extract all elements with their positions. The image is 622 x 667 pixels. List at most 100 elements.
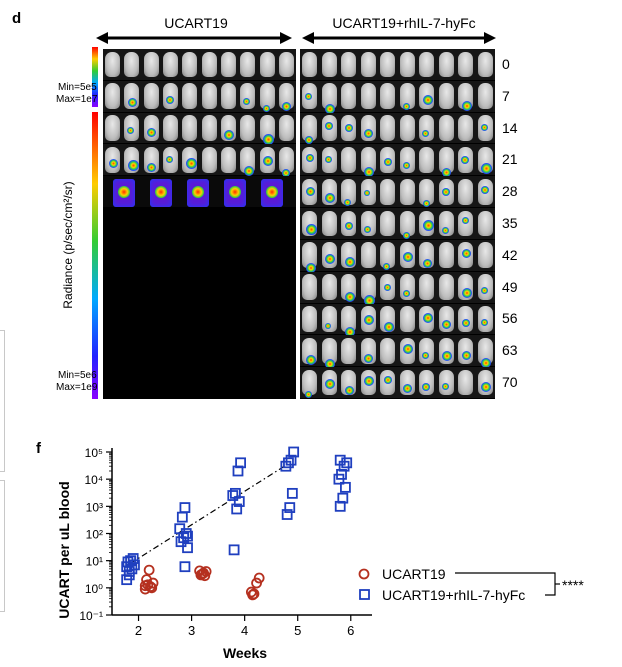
mouse-image [360,83,376,110]
mouse-image [458,210,474,237]
y-tick-label: 10⁻¹ [79,609,103,623]
mouse-image [302,274,318,301]
mouse-image [438,115,454,141]
y-tick-label: 10² [86,528,103,542]
mouse-image [321,51,337,78]
mouse-image [341,242,357,269]
data-point-ucart19-il7 [340,481,351,493]
mouse-image [124,146,140,173]
scatter-chart: UCART per uL blood Weeks 10⁻¹ 10⁰ 10¹ 10² 10… [56,446,584,661]
mouse-image [458,83,474,111]
x-axis-label: Weeks [223,645,267,661]
data-point-ucart19-il7 [283,457,294,469]
imaging-row [300,80,495,115]
mouse-image [438,51,454,78]
imaging-row [300,176,495,209]
y-tick-label: 10⁴ [84,473,103,487]
mouse-image [477,178,493,205]
mouse-image [477,337,493,369]
mouse-image [380,178,396,205]
mouse-image [399,306,415,332]
mouse-image [220,51,236,78]
x-tick-label: 6 [347,623,354,638]
signal-crop [113,179,135,208]
x-tick-label: 4 [241,623,248,638]
imaging-row [300,112,495,145]
mouse-image [124,83,140,110]
mouse-image [360,242,376,269]
data-point-ucart19-il7 [176,511,188,523]
data-point-ucart19-il7 [182,542,193,554]
mouse-image [380,115,396,141]
mouse-image [240,83,256,110]
mouse-image [419,274,435,301]
scale-top-min: Min=5e5 [58,82,97,93]
mouse-image [321,337,337,369]
data-point-ucart19-il7 [182,530,193,542]
mouse-image [341,146,357,173]
imaging-row [103,208,296,240]
mouse-image [201,146,217,173]
data-point-ucart19 [247,589,259,601]
data-point-ucart19 [199,570,211,582]
data-point-ucart19 [139,583,151,595]
imaging-row [103,80,296,113]
mouse-image [240,146,256,176]
mouse-image [477,83,493,110]
y-axis-label: UCART per uL blood [56,481,72,618]
mouse-image [321,242,337,269]
timepoint-label: 14 [502,119,518,136]
significance-label: **** [562,577,584,593]
legend-marker-ucart19-il7 [359,589,370,600]
mouse-image [419,115,435,141]
mouse-image [259,83,275,112]
colorbar-top [92,47,98,107]
mouse-image [380,337,396,364]
mouse-image [360,210,376,237]
legend-marker-ucart19 [358,568,370,580]
mouse-image [458,51,474,78]
mouse-image [302,51,318,78]
data-point-ucart19-il7 [284,502,296,513]
mouse-image [380,242,396,271]
mouse-image [477,274,493,301]
mouse-image [341,369,357,396]
mouse-image [399,51,415,78]
mouse-image [341,210,357,237]
imaging-row [103,335,296,368]
mouse-image [163,115,179,141]
mouse-image [302,369,318,398]
data-point-ucart19 [253,572,265,584]
data-point-ucart19-il7 [229,487,241,499]
mouse-image [360,369,376,396]
mouse-image [477,115,493,141]
data-point-ucart19-il7 [337,492,349,504]
mouse-image [341,115,357,141]
timepoint-label: 21 [502,151,518,168]
mouse-image [360,274,376,307]
mouse-image [399,337,415,364]
mouse-image [321,115,337,141]
mouse-image [341,51,357,78]
imaging-row [300,335,495,369]
mouse-image [380,306,396,333]
mouse-image [419,146,435,173]
data-point-ucart19-il7 [341,457,353,469]
y-tick-label: 10³ [86,500,103,514]
imaging-row [300,208,495,240]
signal-crop [187,179,209,208]
mouse-image [105,146,121,173]
colorbar-bottom [92,112,98,399]
group-arrows [96,32,496,44]
scale-top-max: Max=1e7 [56,94,98,105]
mouse-image [399,274,415,301]
mouse-image [302,83,318,110]
mouse-image [302,210,318,237]
signal-crop [224,179,246,208]
imaging-row [300,303,495,337]
data-point-ucart19-il7 [227,490,239,501]
mouse-image [182,115,198,141]
y-tick-label: 10⁵ [85,446,103,460]
imaging-row [300,239,495,273]
mouse-image [419,83,435,110]
